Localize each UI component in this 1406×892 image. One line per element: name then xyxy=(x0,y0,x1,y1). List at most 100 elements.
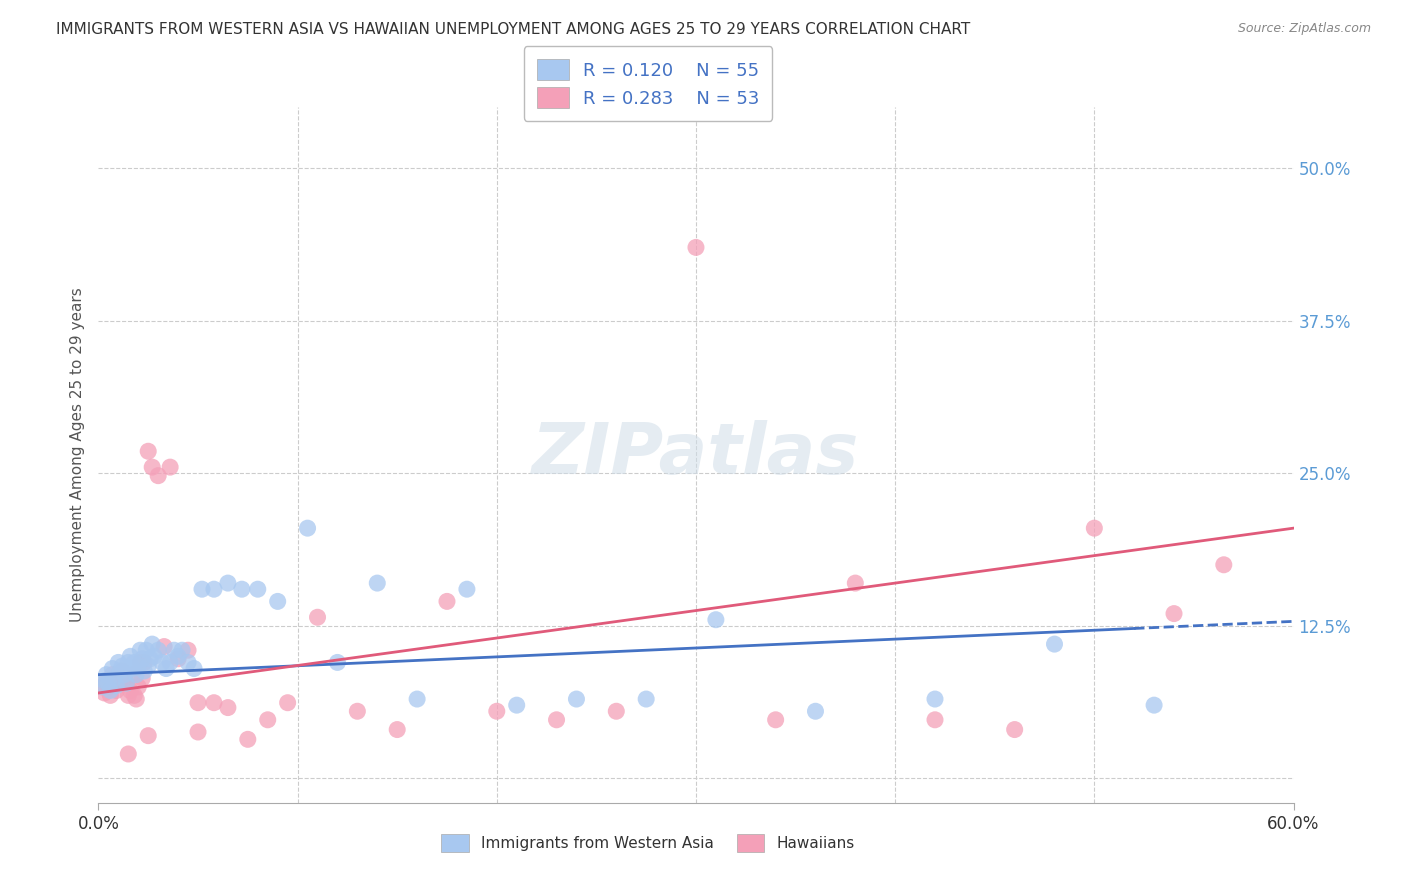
Point xyxy=(129,656,152,670)
Point xyxy=(136,729,159,743)
Point xyxy=(565,692,588,706)
Point xyxy=(231,582,253,597)
Point xyxy=(172,643,194,657)
Point xyxy=(163,643,186,657)
Point xyxy=(117,747,139,761)
Point xyxy=(127,680,149,694)
Point xyxy=(636,692,658,706)
Point xyxy=(131,671,153,685)
Point xyxy=(96,667,118,681)
Point xyxy=(148,643,170,657)
Point xyxy=(91,680,114,694)
Point xyxy=(153,640,176,654)
Point xyxy=(346,704,368,718)
Point xyxy=(124,689,146,703)
Text: ZIPatlas: ZIPatlas xyxy=(533,420,859,490)
Point xyxy=(115,676,138,690)
Point xyxy=(267,594,290,608)
Point xyxy=(202,582,225,597)
Point xyxy=(134,656,156,670)
Point xyxy=(1043,637,1066,651)
Point xyxy=(297,521,319,535)
Point xyxy=(1004,723,1026,737)
Point xyxy=(366,576,388,591)
Text: IMMIGRANTS FROM WESTERN ASIA VS HAWAIIAN UNEMPLOYMENT AMONG AGES 25 TO 29 YEARS : IMMIGRANTS FROM WESTERN ASIA VS HAWAIIAN… xyxy=(56,22,970,37)
Point xyxy=(120,683,142,698)
Point xyxy=(135,643,157,657)
Text: Source: ZipAtlas.com: Source: ZipAtlas.com xyxy=(1237,22,1371,36)
Point xyxy=(136,659,159,673)
Point xyxy=(148,468,170,483)
Point xyxy=(97,680,120,694)
Point xyxy=(277,696,299,710)
Point xyxy=(143,649,166,664)
Point xyxy=(112,667,135,681)
Point xyxy=(202,696,225,710)
Point xyxy=(191,582,214,597)
Point xyxy=(436,594,458,608)
Point xyxy=(924,713,946,727)
Point xyxy=(246,582,269,597)
Point xyxy=(924,692,946,706)
Point xyxy=(97,676,120,690)
Point xyxy=(103,671,125,685)
Point xyxy=(129,643,152,657)
Point xyxy=(107,656,129,670)
Point xyxy=(111,664,134,678)
Point xyxy=(105,683,128,698)
Point xyxy=(1083,521,1105,535)
Point xyxy=(131,652,153,666)
Point xyxy=(1212,558,1234,572)
Point xyxy=(456,582,478,597)
Point xyxy=(155,661,177,675)
Point xyxy=(141,637,163,651)
Legend: Immigrants from Western Asia, Hawaiians: Immigrants from Western Asia, Hawaiians xyxy=(436,828,860,858)
Point xyxy=(506,698,529,713)
Point xyxy=(136,444,159,458)
Point xyxy=(101,661,124,675)
Point xyxy=(187,696,209,710)
Point xyxy=(117,656,139,670)
Point xyxy=(167,652,190,666)
Point xyxy=(217,700,239,714)
Point xyxy=(98,683,122,698)
Point xyxy=(120,649,142,664)
Point xyxy=(804,704,827,718)
Point xyxy=(141,460,163,475)
Point xyxy=(187,725,209,739)
Point xyxy=(844,576,866,591)
Point xyxy=(139,652,162,666)
Point xyxy=(110,673,132,688)
Point xyxy=(326,656,349,670)
Point xyxy=(765,713,787,727)
Point xyxy=(112,671,135,685)
Point xyxy=(96,673,118,688)
Point xyxy=(307,610,329,624)
Point xyxy=(110,664,132,678)
Point xyxy=(105,679,128,693)
Point xyxy=(704,613,727,627)
Point xyxy=(111,659,134,673)
Point xyxy=(605,704,627,718)
Point xyxy=(150,656,173,670)
Point xyxy=(124,656,146,670)
Point xyxy=(236,732,259,747)
Point xyxy=(177,643,200,657)
Point xyxy=(125,692,148,706)
Point xyxy=(167,649,190,664)
Point xyxy=(177,656,200,670)
Point xyxy=(217,576,239,591)
Point xyxy=(125,667,148,681)
Y-axis label: Unemployment Among Ages 25 to 29 years: Unemployment Among Ages 25 to 29 years xyxy=(69,287,84,623)
Point xyxy=(121,661,143,675)
Point xyxy=(91,680,114,694)
Point xyxy=(117,689,139,703)
Point xyxy=(107,667,129,681)
Point xyxy=(115,676,138,690)
Point xyxy=(183,661,205,675)
Point xyxy=(1163,607,1185,621)
Point xyxy=(159,460,181,475)
Point xyxy=(93,673,115,688)
Point xyxy=(121,667,143,681)
Point xyxy=(1143,698,1166,713)
